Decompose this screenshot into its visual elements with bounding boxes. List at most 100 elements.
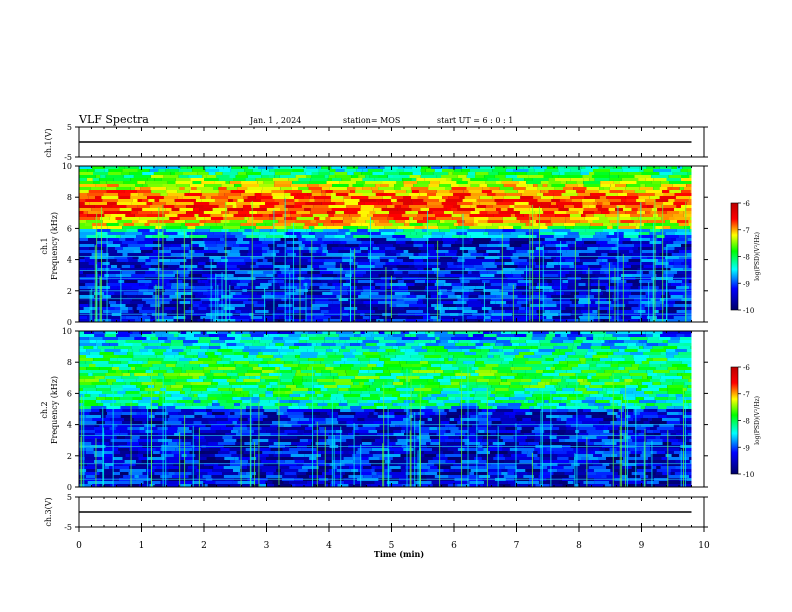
spectrogram-cell [397,166,412,169]
spectrogram-cell [480,292,491,295]
spectrogram-cell [481,259,496,262]
spectrogram-cell [348,310,358,313]
spectrogram-cell [320,244,327,247]
spectrogram-cell [658,310,677,313]
spectrogram-cell [138,400,152,403]
spectrogram-cell [288,412,304,415]
spectrogram-cell [333,241,341,244]
spectrogram-cell [637,349,651,352]
spectrogram-cell [448,358,453,361]
spectrogram-cell [117,211,131,214]
spectrogram-cell [520,196,534,199]
spectrogram-cell [79,382,92,385]
spectrogram-cell [539,307,549,310]
spectrogram-cell [307,184,319,187]
spectrogram-cell [287,283,304,286]
spectrogram-cell [316,409,331,412]
spectrogram-cell [154,412,169,415]
spectrogram-cell [567,397,577,400]
spectrogram-cell [517,373,526,376]
spectrogram-cell [375,199,383,202]
spectrogram-cell [519,406,530,409]
spectrogram-cell [310,220,317,223]
spectrogram-cell [107,244,121,247]
spectrogram-cell [108,169,123,172]
spectrogram-cell [292,379,303,382]
spectrogram-cell [79,184,96,187]
spectrogram-cell [431,304,437,307]
spectrogram-cell [227,268,240,271]
spectrogram-cell [678,235,692,238]
spectrogram-cell [440,421,450,424]
spectrogram-cell [507,208,514,211]
spectrogram-cell [625,304,639,307]
spectrogram-cell [338,298,349,301]
spectrogram-cell [581,214,586,217]
spectrogram-cell [330,199,344,202]
spectrogram-cell [598,406,604,409]
spectrogram-cell [683,211,692,214]
spectrogram-cell [347,187,356,190]
spectrogram-cell [140,247,153,250]
spectrogram-cell [302,379,307,382]
spectrogram-cell [399,211,406,214]
spectrogram-cell [285,250,294,253]
spectrogram-cell [145,262,158,265]
spectrogram-cell [252,415,268,418]
spectrogram-cell [259,400,270,403]
spectrogram-cell [395,190,407,193]
spectrogram-cell [145,301,157,304]
spectrogram-cell [128,364,142,367]
spectrogram-cell [403,250,409,253]
spectrogram-cell [351,274,363,277]
spectrogram-cell [252,169,262,172]
spectrogram-cell [145,235,153,238]
spectrogram-cell [321,202,336,205]
spectrogram-cell [625,211,637,214]
spectrogram-cell [647,373,657,376]
spectrogram-cell [546,415,559,418]
spectrogram-cell [262,268,280,271]
spectrogram-cell [103,355,119,358]
spectrogram-cell [169,415,186,418]
spectrogram-cell [297,193,308,196]
spectrogram-cell [314,256,332,259]
spectrogram-cell [289,235,297,238]
spectrogram-cell [79,283,86,286]
spectrogram-cell [578,316,595,319]
spectrogram-cell [500,295,518,298]
spectrogram-cell [486,205,493,208]
spectrogram-cell [154,415,170,418]
spectrogram-cell [637,382,642,385]
spectrogram-cell [262,367,276,370]
spectrogram-cell [666,244,682,247]
spectrogram-cell [369,412,374,415]
spectrogram-cell [553,196,571,199]
spectrogram-cell [520,220,530,223]
spectrogram-cell [235,316,251,319]
spectrogram-cell [89,247,98,250]
spectrogram-cell [670,337,680,340]
spectrogram-cell [378,187,395,190]
spectrogram-cell [97,346,115,349]
spectrogram-cell [289,196,295,199]
spectrogram-cell [257,301,266,304]
spectrogram-cell [187,226,196,229]
spectrogram-cell [506,247,515,250]
spectrogram-cell [272,196,285,199]
spectrogram-cell [585,358,593,361]
spectrogram-cell [200,316,217,319]
spectrogram-cell [117,337,135,340]
spectrogram-cell [94,376,105,379]
spectrogram-cell [84,202,90,205]
spectrogram-cell [357,307,374,310]
spectrogram-cell [335,262,350,265]
spectrogram-cell [403,400,415,403]
spectrogram-cell [657,316,674,319]
spectrogram-cell [623,319,638,322]
spectrogram-cell [185,238,204,241]
spectrogram-cell [332,292,349,295]
spectrogram-cell [101,415,106,418]
spectrogram-cell [488,253,497,256]
spectrogram-cell [461,169,470,172]
